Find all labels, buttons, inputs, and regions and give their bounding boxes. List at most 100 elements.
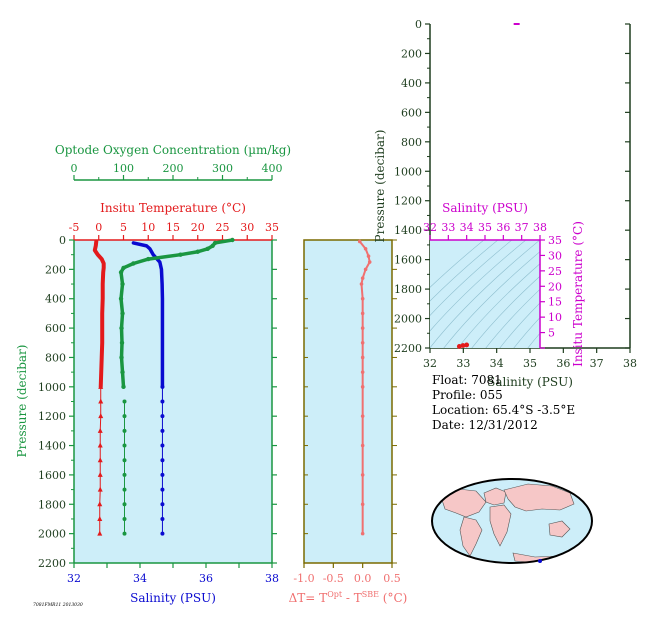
delta-axis-ticks: -1.0 -0.5 0.0 0.5 [293, 239, 401, 585]
density-contour [430, 240, 485, 288]
optode-oxygen-coarse-point [122, 414, 127, 419]
right-salinity-tick-label: 32 [423, 357, 437, 370]
delta-t-point [366, 254, 371, 258]
delta-t-panel: -1.0 -0.5 0.0 0.5 ΔT= TOpt - TSBE (°C) [289, 239, 407, 605]
salinity-coarse-point [160, 458, 165, 463]
density-contour [552, 235, 652, 353]
info-float: Float: 7081 [432, 373, 502, 387]
optode-oxygen-point [230, 237, 235, 243]
optode-oxygen-point [120, 281, 125, 287]
optode-oxygen-coarse-point [122, 502, 127, 507]
pressure-tick-label: 2000 [38, 528, 66, 541]
info-location: Location: 65.4°S -3.5°E [432, 403, 575, 417]
salinity-tick-label: 32 [67, 572, 81, 585]
world-map [431, 478, 593, 564]
pressure-tick-label: 1000 [38, 381, 66, 394]
inset-salinity-tick-label: 37 [515, 221, 529, 234]
optode-oxygen-coarse-point [122, 428, 127, 433]
ts-inset-panel: 32 33 34 35 36 37 38 5 10 15 20 25 30 35 Salinity (PS… [423, 201, 652, 367]
optode-oxygen-point [120, 369, 125, 375]
delta-tick-label: -0.5 [323, 572, 344, 585]
right-salinity-tick-label: 38 [623, 357, 637, 370]
insitu-temperature-coarse-point [97, 486, 103, 492]
inset-salinity-tick-label: 38 [533, 221, 547, 234]
main-axis-ticks: 0200400600800100012001400160018002000220… [38, 162, 283, 585]
delta-tick-label: 0.0 [354, 572, 372, 585]
pressure-tick-label: 400 [45, 293, 66, 306]
salinity-coarse-point [160, 399, 165, 404]
delta-t-point [360, 276, 365, 280]
density-contour [499, 302, 540, 348]
pressure-tick-label: 2200 [38, 557, 66, 570]
inset-temperature-tick-label: 20 [548, 280, 562, 293]
right-axis-ticks: 0 200 400 600 800 1000 1200 1400 1600 1800 2000 220… [394, 18, 637, 370]
density-contour [485, 288, 540, 348]
oxygen-tick-label: 100 [113, 162, 134, 175]
float-location-marker [538, 559, 542, 563]
right-salinity-axis-label: Salinity (PSU) [487, 375, 573, 389]
inset-temperature-tick-label: 30 [548, 249, 562, 262]
salinity-coarse-point [160, 502, 165, 507]
insitu-temperature-coarse-point [98, 383, 104, 389]
inset-salinity-tick-label: 35 [478, 221, 492, 234]
main-data-series [92, 237, 235, 536]
oxygen-axis-label: Optode Oxygen Concentration (µm/kg) [55, 143, 291, 157]
delta-t-point [360, 340, 365, 345]
delta-t-point [360, 326, 365, 330]
temperature-tick-label: -5 [69, 221, 80, 234]
inset-density-contours [430, 235, 652, 353]
inset-temperature-tick-label: 10 [548, 311, 562, 324]
pressure-tick-label: 600 [45, 322, 66, 335]
density-contour [430, 240, 540, 348]
density-contour [580, 235, 652, 353]
delta-tick-label: 0.5 [383, 572, 401, 585]
right-salinity-tick-label: 33 [456, 357, 470, 370]
ts-point [460, 343, 466, 348]
salinity-axis-label: Salinity (PSU) [130, 591, 216, 605]
inset-temperature-tick-label: 5 [548, 327, 555, 340]
delta-t-point [360, 502, 365, 507]
optode-oxygen-point [131, 261, 136, 266]
temperature-tick-label: 20 [191, 221, 205, 234]
delta-t-point [357, 239, 362, 244]
footnote-text: 7081FMR11 2013030 [33, 602, 83, 608]
float-info-block: Float: 7081 Profile: 055 Location: 65.4°… [432, 373, 575, 432]
info-date: Date: 12/31/2012 [432, 418, 538, 432]
right-pressure-tick-label: 1200 [394, 195, 422, 208]
pressure-tick-label: 200 [45, 263, 66, 276]
delta-data-series [357, 239, 372, 536]
inset-data-series [456, 342, 470, 349]
inset-plot-background [430, 240, 540, 348]
ts-point [456, 344, 462, 349]
right-pressure-tick-label: 1400 [394, 224, 422, 237]
salinity-coarse-point [160, 487, 165, 492]
inset-temperature-tick-label: 15 [548, 296, 562, 309]
inset-salinity-tick-label: 36 [496, 221, 510, 234]
salinity-coarse-point [160, 414, 165, 419]
salinity-coarse-point [160, 384, 165, 389]
delta-t-point [360, 370, 365, 374]
inset-temperature-tick-label: 35 [548, 234, 562, 247]
insitu-temperature-line [92, 239, 106, 389]
main-plot-background [74, 240, 272, 563]
insitu-temperature-coarse-point [97, 501, 103, 507]
map-land-shape [483, 487, 507, 506]
insitu-temperature-coarse-point [98, 398, 104, 404]
pressure-tick-label: 0 [59, 234, 66, 247]
insitu-temperature-coarse-point [97, 471, 103, 477]
delta-t-point [360, 414, 365, 418]
temperature-tick-label: 10 [141, 221, 155, 234]
inset-temperature-axis-label: Insitu Temperature (°C) [571, 221, 585, 367]
map-land-shape [503, 483, 575, 512]
salinity-line [131, 241, 165, 389]
pressure-tick-label: 800 [45, 351, 66, 364]
salinity-coarse-point [160, 428, 165, 433]
insitu-temperature-coarse-point [97, 442, 103, 448]
optode-oxygen-point [118, 296, 124, 301]
density-contour [430, 240, 527, 332]
map-land-shape [440, 488, 487, 518]
salinity-tick-label: 36 [199, 572, 213, 585]
pressure-tick-label: 1400 [38, 440, 66, 453]
salinity-coarse-point [160, 443, 165, 448]
